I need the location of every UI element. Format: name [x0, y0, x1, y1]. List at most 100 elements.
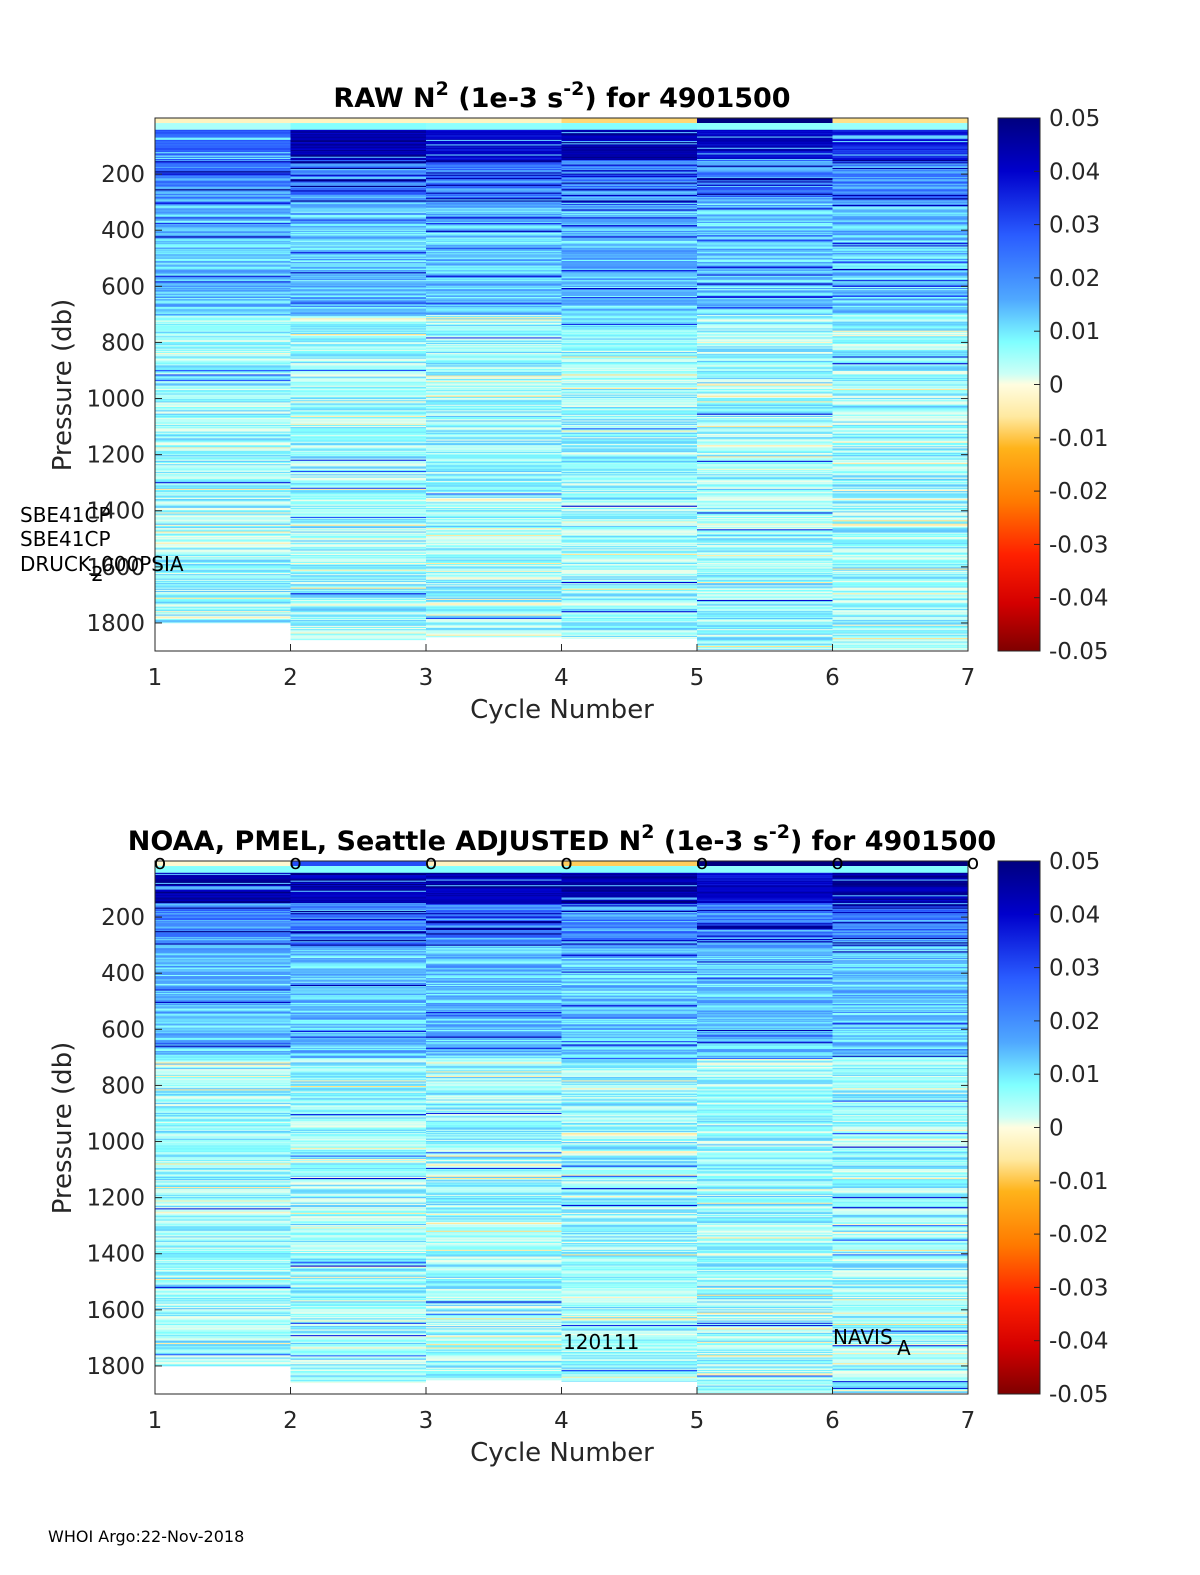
- n2-cell: [561, 1126, 697, 1128]
- n2-cell: [155, 1211, 291, 1214]
- n2-cell: [426, 1351, 562, 1354]
- n2-cell: [155, 331, 291, 334]
- n2-cell: [155, 537, 291, 539]
- n2-cell: [155, 1249, 291, 1252]
- n2-cell: [290, 382, 426, 384]
- n2-cell: [426, 1002, 562, 1005]
- n2-cell: [426, 164, 562, 167]
- n2-cell: [561, 230, 697, 233]
- surface-cell: [697, 118, 833, 124]
- n2-cell: [155, 1222, 291, 1225]
- n2-cell: [697, 574, 833, 576]
- n2-cell: [697, 1101, 833, 1104]
- n2-cell: [426, 461, 562, 464]
- n2-cell: [426, 580, 562, 583]
- n2-cell: [832, 197, 968, 199]
- n2-cell: [155, 1206, 291, 1208]
- n2-cell: [155, 461, 291, 464]
- n2-cell: [697, 933, 833, 935]
- n2-cell: [697, 380, 833, 382]
- n2-cell: [697, 1181, 833, 1183]
- n2-cell: [561, 259, 697, 262]
- n2-cell: [290, 511, 426, 513]
- n2-cell: [561, 1304, 697, 1307]
- n2-cell: [290, 397, 426, 400]
- n2-cell: [561, 229, 697, 232]
- n2-cell: [561, 440, 697, 443]
- n2-cell: [426, 1030, 562, 1033]
- n2-cell: [155, 901, 291, 904]
- n2-cell: [290, 1164, 426, 1167]
- n2-cell: [155, 986, 291, 988]
- n2-cell: [832, 124, 968, 126]
- n2-cell: [697, 632, 833, 634]
- n2-cell: [561, 312, 697, 315]
- n2-cell: [426, 220, 562, 223]
- n2-cell: [155, 182, 291, 184]
- n2-cell: [426, 266, 562, 269]
- n2-cell: [155, 577, 291, 579]
- n2-cell: [426, 595, 562, 597]
- n2-cell: [832, 509, 968, 511]
- n2-cell: [155, 345, 291, 347]
- n2-cell: [290, 1085, 426, 1088]
- n2-cell: [155, 1326, 291, 1328]
- n2-cell: [832, 537, 968, 539]
- n2-cell: [697, 424, 833, 427]
- n2-cell: [697, 624, 833, 627]
- n2-cell: [426, 999, 562, 1002]
- n2-cell: [426, 1035, 562, 1037]
- n2-cell: [561, 1262, 697, 1264]
- n2-cell: [561, 272, 697, 274]
- n2-cell: [426, 318, 562, 320]
- n2-cell: [155, 243, 291, 245]
- n2-cell: [697, 524, 833, 527]
- n2-cell: [697, 952, 833, 954]
- n2-cell: [561, 631, 697, 633]
- n2-cell: [561, 997, 697, 999]
- n2-cell: [697, 1161, 833, 1163]
- n2-cell: [832, 504, 968, 507]
- n2-cell: [426, 359, 562, 362]
- n2-cell: [426, 1080, 562, 1082]
- n2-cell: [561, 1218, 697, 1220]
- n2-cell: [832, 248, 968, 251]
- n2-cell: [426, 875, 562, 877]
- n2-cell: [561, 374, 697, 376]
- n2-cell: [426, 1327, 562, 1329]
- n2-cell: [426, 325, 562, 327]
- n2-cell: [426, 921, 562, 923]
- n2-cell: [426, 218, 562, 220]
- n2-cell: [426, 336, 562, 338]
- n2-cell: [426, 531, 562, 533]
- n2-cell: [290, 1305, 426, 1308]
- n2-cell: [155, 482, 291, 484]
- n2-cell: [832, 328, 968, 330]
- n2-cell: [561, 967, 697, 969]
- n2-cell: [155, 983, 291, 986]
- n2-cell: [832, 347, 968, 349]
- n2-cell: [155, 404, 291, 407]
- n2-cell: [697, 876, 833, 878]
- n2-cell: [561, 1151, 697, 1153]
- n2-cell: [561, 866, 697, 868]
- n2-cell: [697, 613, 833, 615]
- n2-cell: [426, 351, 562, 354]
- n2-cell: [697, 914, 833, 916]
- n2-cell: [832, 163, 968, 165]
- n2-cell: [290, 540, 426, 542]
- n2-cell: [561, 1069, 697, 1071]
- n2-cell: [155, 412, 291, 415]
- n2-cell: [832, 199, 968, 201]
- n2-cell: [561, 1070, 697, 1072]
- n2-cell: [832, 240, 968, 243]
- n2-cell: [697, 147, 833, 150]
- n2-cell: [155, 1050, 291, 1052]
- n2-cell: [155, 1252, 291, 1254]
- n2-cell: [290, 487, 426, 490]
- n2-cell: [832, 626, 968, 629]
- n2-cell: [426, 285, 562, 288]
- n2-cell: [426, 373, 562, 375]
- n2-cell: [290, 167, 426, 170]
- n2-cell: [426, 973, 562, 976]
